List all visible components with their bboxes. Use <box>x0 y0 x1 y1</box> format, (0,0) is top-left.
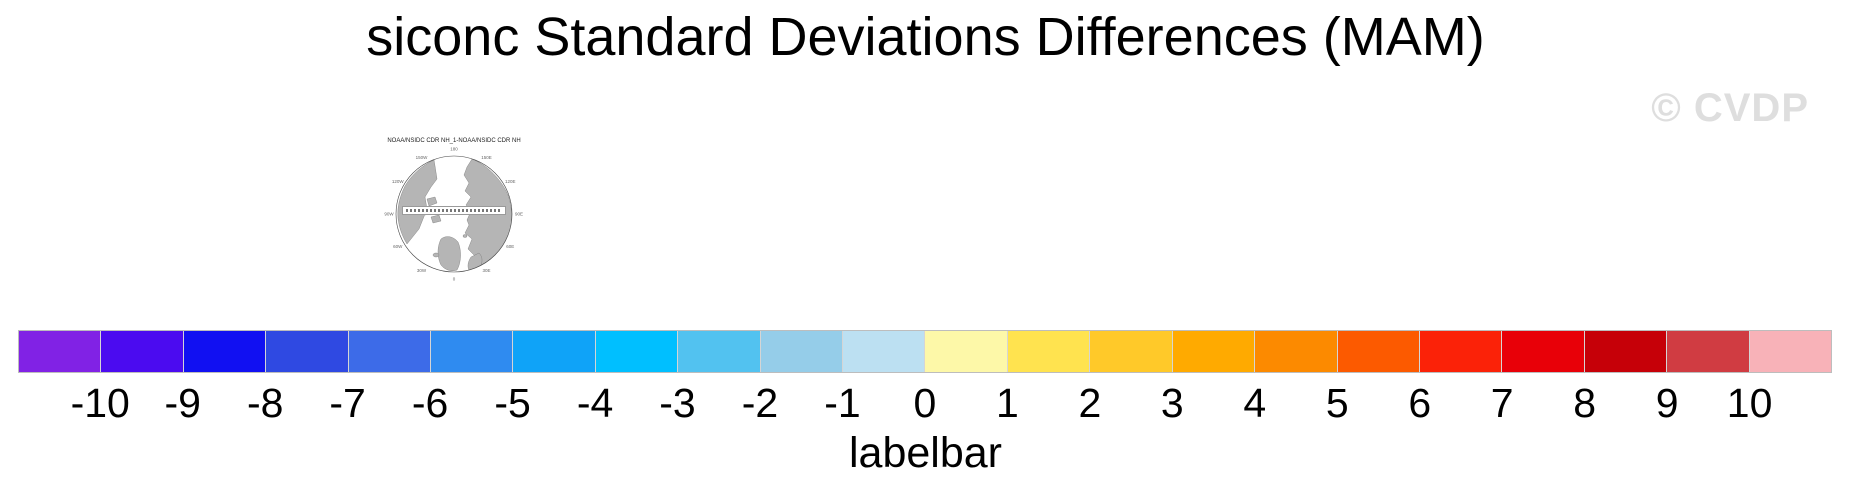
colorbar-segment <box>513 331 596 372</box>
colorbar-tick-label: -7 <box>329 380 366 426</box>
colorbar <box>18 330 1832 373</box>
map-boundary-circle <box>395 155 513 273</box>
colorbar-segment <box>1749 331 1831 372</box>
meridian-label: 60E <box>506 244 514 249</box>
colorbar-tick-label: 6 <box>1408 380 1432 426</box>
meridian-label: 90E <box>515 212 523 217</box>
meridian-label: 0 <box>453 277 456 282</box>
colorbar-segment <box>1337 331 1420 372</box>
colorbar-segment <box>1667 331 1750 372</box>
colorbar-segment <box>760 331 844 372</box>
colorbar-tick-label: 8 <box>1573 380 1597 426</box>
colorbar-segment <box>1502 331 1585 372</box>
land-greenland <box>437 236 461 271</box>
colorbar-tick-label: 3 <box>1160 380 1184 426</box>
colorbar-segment <box>1007 331 1091 372</box>
map-panel-title: NOAA/NSIDC CDR NH_1-NOAA/NSIDC CDR NH <box>387 138 521 144</box>
colorbar-segment <box>843 331 926 372</box>
meridian-label: 150W <box>416 155 429 160</box>
cvdp-watermark: © CVDP <box>1651 86 1809 130</box>
land-north-america <box>397 159 438 245</box>
colorbar-tick-label: 4 <box>1243 380 1267 426</box>
map-center-stats-box <box>402 206 506 215</box>
page-title: siconc Standard Deviations Differences (… <box>366 7 1485 67</box>
colorbar-segment <box>678 331 761 372</box>
colorbar-tick-label: -2 <box>741 380 779 426</box>
map-land-group <box>397 158 512 272</box>
colorbar-segment <box>431 331 514 372</box>
colorbar-tick-label: 9 <box>1655 380 1679 426</box>
colorbar-tick-label: -8 <box>246 380 284 426</box>
colorbar-tick-label: 10 <box>1726 380 1773 426</box>
colorbar-tick-label: -9 <box>164 380 201 426</box>
colorbar-tick-label: -6 <box>411 380 449 426</box>
colorbar-tick-label: -1 <box>824 380 861 426</box>
colorbar-segment <box>925 331 1008 372</box>
colorbar-caption: labelbar <box>849 429 1002 477</box>
land-iceland <box>432 252 440 258</box>
colorbar-segment <box>101 331 184 372</box>
colorbar-tick-label: 2 <box>1078 380 1102 426</box>
colorbar-tick-label: -3 <box>659 380 696 426</box>
meridian-label: 180 <box>450 147 458 152</box>
colorbar-segment <box>1090 331 1173 372</box>
colorbar-segment <box>266 331 349 372</box>
colorbar-segment <box>595 331 679 372</box>
colorbar-tick-label: -4 <box>576 380 614 426</box>
meridian-label: 30W <box>417 268 427 273</box>
meridian-label: 60W <box>393 244 403 249</box>
land-svalbard <box>462 234 468 238</box>
meridian-label: 120E <box>505 179 516 184</box>
colorbar-tick-label: 7 <box>1490 380 1514 426</box>
meridian-label: 150E <box>481 155 492 160</box>
colorbar-tick-label: 0 <box>913 380 937 426</box>
colorbar-tick-label: -5 <box>494 380 531 426</box>
colorbar-segment <box>183 331 267 372</box>
colorbar-segment <box>19 331 102 372</box>
colorbar-segment <box>1584 331 1668 372</box>
colorbar-tick-label: 1 <box>995 380 1019 426</box>
colorbar-segment <box>348 331 432 372</box>
meridian-label: 120W <box>392 179 405 184</box>
colorbar-tick-label: -10 <box>70 380 130 426</box>
colorbar-segment <box>1419 331 1503 372</box>
meridian-label: 90W <box>384 212 394 217</box>
meridian-label: 30E <box>482 268 490 273</box>
colorbar-segment <box>1172 331 1256 372</box>
colorbar-tick-labels: -10 -9 -8 -7 -6 -5 -4 -3 -2 -1 0 1 2 3 4 5 6 7 8 9 10 <box>59 381 1791 425</box>
colorbar-segment <box>1255 331 1338 372</box>
colorbar-tick-label: 5 <box>1325 380 1349 426</box>
